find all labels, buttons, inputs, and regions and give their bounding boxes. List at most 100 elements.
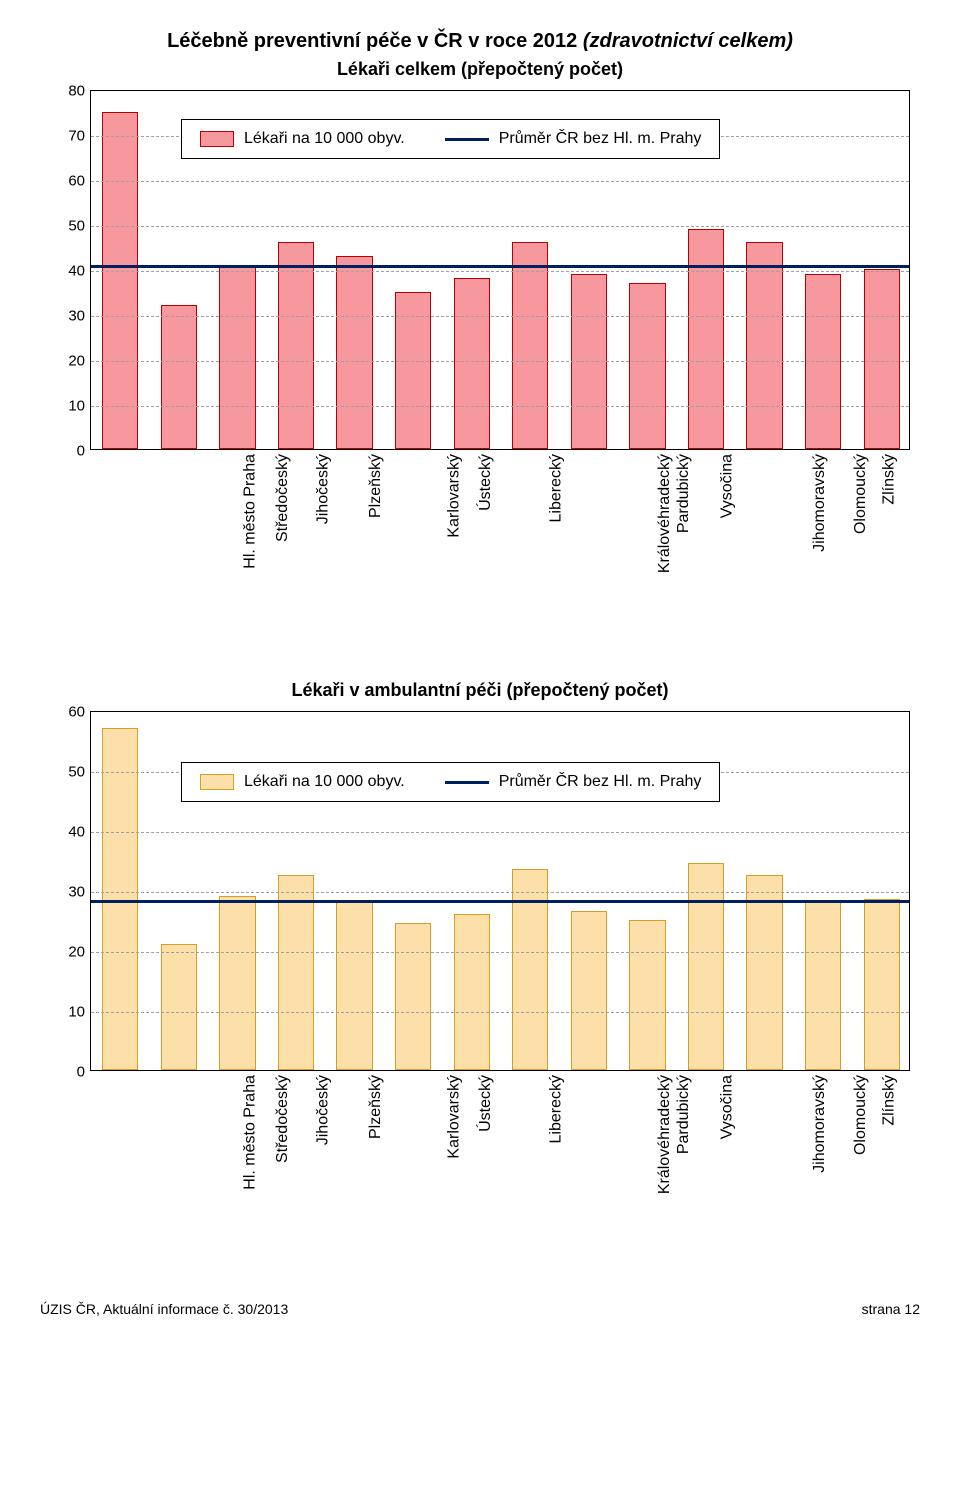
bar bbox=[864, 899, 900, 1070]
chart-1: 01020304050607080 Lékaři na 10 000 obyv.… bbox=[50, 90, 910, 640]
bar bbox=[161, 944, 197, 1070]
x-category-label: Ústecký bbox=[477, 1075, 495, 1132]
bar bbox=[336, 256, 372, 450]
chart-2: 0102030405060 Lékaři na 10 000 obyv. Prů… bbox=[50, 711, 910, 1261]
y-tick-label: 50 bbox=[68, 764, 85, 781]
bar bbox=[454, 914, 490, 1070]
gridline bbox=[91, 316, 909, 317]
x-category-label: Středočeský bbox=[274, 1075, 292, 1163]
y-tick-label: 10 bbox=[68, 1004, 85, 1021]
gridline bbox=[91, 952, 909, 953]
x-category-label: Olomoucký bbox=[852, 1075, 870, 1155]
gridline bbox=[91, 226, 909, 227]
bar bbox=[102, 112, 138, 450]
y-tick-label: 30 bbox=[68, 308, 85, 325]
bar bbox=[336, 902, 372, 1070]
legend-line-label: Průměr ČR bez Hl. m. Prahy bbox=[499, 773, 702, 791]
x-category-label: Jihomoravský bbox=[811, 454, 829, 552]
x-category-label: Zlínský bbox=[881, 1075, 899, 1126]
gridline bbox=[91, 892, 909, 893]
x-category-label: Liberecký bbox=[547, 454, 565, 522]
gridline bbox=[91, 1012, 909, 1013]
x-category-label: Karlovarský bbox=[445, 454, 463, 538]
page-title-italic: (zdravotnictví celkem) bbox=[583, 30, 793, 52]
footer-right: strana 12 bbox=[862, 1301, 920, 1317]
bar bbox=[219, 896, 255, 1070]
legend-line-label: Průměr ČR bez Hl. m. Prahy bbox=[499, 130, 702, 148]
gridline bbox=[91, 832, 909, 833]
y-tick-label: 10 bbox=[68, 398, 85, 415]
x-category-label: Olomoucký bbox=[852, 454, 870, 534]
x-category-label: Jihomoravský bbox=[811, 1075, 829, 1173]
bar bbox=[629, 283, 665, 450]
x-category-label: Jihočeský bbox=[315, 454, 333, 524]
page-footer: ÚZIS ČR, Aktuální informace č. 30/2013 s… bbox=[30, 1301, 930, 1317]
x-category-label: Středočeský bbox=[274, 454, 292, 542]
legend-bar-label: Lékaři na 10 000 obyv. bbox=[244, 773, 405, 791]
y-tick-label: 30 bbox=[68, 884, 85, 901]
y-tick-label: 70 bbox=[68, 128, 85, 145]
x-category-label: Pardubický bbox=[675, 454, 693, 533]
bar bbox=[454, 278, 490, 449]
x-category-label: Pardubický bbox=[675, 1075, 693, 1154]
chart-2-legend-line-item: Průměr ČR bez Hl. m. Prahy bbox=[445, 773, 702, 791]
y-tick-label: 60 bbox=[68, 173, 85, 190]
bar bbox=[864, 269, 900, 449]
x-category-label: Karlovarský bbox=[445, 1075, 463, 1159]
page: Léčebně preventivní péče v ČR v roce 201… bbox=[0, 0, 960, 1337]
chart-2-x-labels: Hl. město PrahaStředočeskýJihočeskýPlzeň… bbox=[90, 1071, 910, 1261]
x-category-label: Vysočina bbox=[719, 1075, 737, 1139]
gridline bbox=[91, 271, 909, 272]
chart-1-x-labels: Hl. město Praha Středočeský Jihočeský Plzeň… bbox=[90, 450, 910, 640]
bar bbox=[278, 875, 314, 1070]
y-tick-label: 40 bbox=[68, 824, 85, 841]
x-category-label: Vysočina bbox=[719, 454, 737, 518]
bar bbox=[395, 923, 431, 1070]
y-tick-label: 0 bbox=[77, 1064, 85, 1081]
y-tick-label: 60 bbox=[68, 704, 85, 721]
chart-2-subtitle: Lékaři v ambulantní péči (přepočtený poč… bbox=[30, 680, 930, 701]
chart-1-subtitle: Lékaři celkem (přepočtený počet) bbox=[30, 59, 930, 80]
bar bbox=[161, 305, 197, 449]
y-tick-label: 20 bbox=[68, 353, 85, 370]
chart-2-legend-bar-item: Lékaři na 10 000 obyv. bbox=[200, 773, 405, 791]
page-title: Léčebně preventivní péče v ČR v roce 201… bbox=[30, 30, 930, 53]
x-category-label: Hl. město Praha bbox=[242, 1075, 260, 1190]
x-category-label: Plzeňský bbox=[367, 1075, 385, 1139]
x-category-label: Královéhradecký bbox=[656, 1075, 674, 1194]
y-tick-label: 80 bbox=[68, 83, 85, 100]
bar bbox=[746, 875, 782, 1070]
bar bbox=[805, 902, 841, 1070]
bar bbox=[219, 265, 255, 450]
reference-line bbox=[91, 900, 909, 903]
chart-1-legend: Lékaři na 10 000 obyv. Průměr ČR bez Hl.… bbox=[181, 119, 720, 159]
x-category-label: Zlínský bbox=[881, 454, 899, 505]
page-title-main: Léčebně preventivní péče v ČR v roce 201… bbox=[167, 30, 583, 52]
bar-swatch-icon bbox=[200, 774, 234, 790]
x-category-label: Liberecký bbox=[547, 1075, 565, 1143]
x-category-label: Hl. město Praha bbox=[242, 454, 260, 569]
chart-1-legend-line-item: Průměr ČR bez Hl. m. Prahy bbox=[445, 130, 702, 148]
gridline bbox=[91, 406, 909, 407]
chart-2-plot-area: 0102030405060 Lékaři na 10 000 obyv. Prů… bbox=[90, 711, 910, 1071]
bar bbox=[278, 242, 314, 449]
bar bbox=[629, 920, 665, 1070]
chart-1-plot-area: 01020304050607080 Lékaři na 10 000 obyv.… bbox=[90, 90, 910, 450]
x-category-label: Plzeňský bbox=[367, 454, 385, 518]
bar bbox=[512, 242, 548, 449]
x-category-label: Ústecký bbox=[477, 454, 495, 511]
y-tick-label: 50 bbox=[68, 218, 85, 235]
legend-bar-label: Lékaři na 10 000 obyv. bbox=[244, 130, 405, 148]
bar bbox=[688, 229, 724, 450]
bar-swatch-icon bbox=[200, 131, 234, 147]
y-tick-label: 0 bbox=[77, 443, 85, 460]
x-category-label: Královéhradecký bbox=[656, 454, 674, 573]
reference-line bbox=[91, 265, 909, 268]
gridline bbox=[91, 361, 909, 362]
line-swatch-icon bbox=[445, 138, 489, 141]
y-tick-label: 40 bbox=[68, 263, 85, 280]
chart-1-legend-bar-item: Lékaři na 10 000 obyv. bbox=[200, 130, 405, 148]
bar bbox=[571, 911, 607, 1070]
y-tick-label: 20 bbox=[68, 944, 85, 961]
gridline bbox=[91, 181, 909, 182]
